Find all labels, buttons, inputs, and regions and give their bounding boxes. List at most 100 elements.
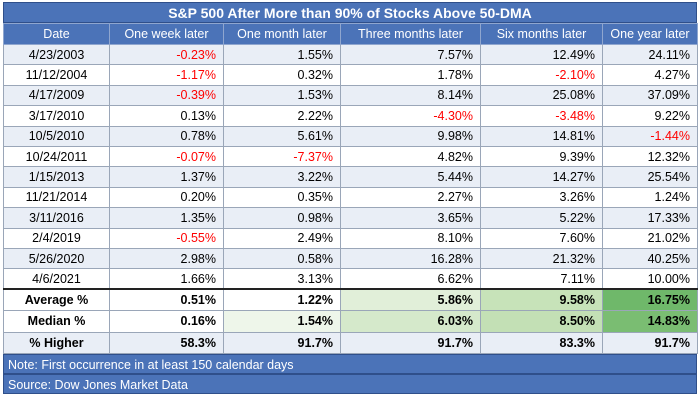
market-table-card: S&P 500 After More than 90% of Stocks Ab… [3, 2, 698, 395]
return-cell: 14.81% [480, 125, 603, 147]
return-cell: 1.66% [109, 268, 224, 290]
return-cell: 0.98% [223, 207, 341, 229]
return-cell: 8.10% [340, 227, 481, 249]
return-cell: 1.37% [109, 166, 224, 188]
return-cell: -0.55% [109, 227, 224, 249]
return-cell: 8.14% [340, 84, 481, 107]
return-cell: 0.78% [109, 125, 224, 147]
return-cell: 3.65% [340, 207, 481, 229]
return-cell: 0.58% [223, 247, 341, 270]
median-row: Median % 0.16% 1.54% 6.03% 8.50% 14.83% [3, 310, 698, 333]
summary-cell: 9.58% [480, 288, 603, 312]
summary-label: Average % [3, 288, 110, 312]
summary-label: Median % [3, 310, 110, 333]
return-cell: 0.35% [223, 186, 341, 209]
table-row: 10/5/2010 0.78% 5.61% 9.98% 14.81% -1.44% [3, 125, 698, 147]
return-cell: 0.13% [109, 105, 224, 127]
column-header-one-year: One year later [602, 23, 698, 45]
return-cell: -3.48% [480, 105, 603, 127]
summary-cell: 1.22% [223, 288, 341, 312]
header-row: Date One week later One month later Thre… [3, 23, 698, 45]
column-header-date: Date [3, 23, 110, 45]
summary-cell: 91.7% [223, 331, 341, 355]
return-cell: 9.22% [602, 105, 698, 127]
summary-cell: 6.03% [340, 310, 481, 333]
table-row: 4/23/2003 -0.23% 1.55% 7.57% 12.49% 24.11% [3, 43, 698, 66]
column-header-one-week: One week later [109, 23, 224, 45]
return-cell: -0.07% [109, 145, 224, 168]
return-cell: -1.44% [602, 125, 698, 147]
percent-higher-row: % Higher 58.3% 91.7% 91.7% 83.3% 91.7% [3, 331, 698, 355]
return-cell: 1.53% [223, 84, 341, 107]
return-cell: 5.61% [223, 125, 341, 147]
return-cell: 7.57% [340, 43, 481, 66]
return-cell: 14.27% [480, 166, 603, 188]
table-row: 11/21/2014 0.20% 0.35% 2.27% 3.26% 1.24% [3, 186, 698, 209]
date-cell: 4/17/2009 [3, 84, 110, 107]
return-cell: 1.55% [223, 43, 341, 66]
return-cell: 4.82% [340, 145, 481, 168]
table-row: 4/6/2021 1.66% 3.13% 6.62% 7.11% 10.00% [3, 268, 698, 290]
summary-cell: 0.16% [109, 310, 224, 333]
table-row: 3/17/2010 0.13% 2.22% -4.30% -3.48% 9.22% [3, 105, 698, 127]
return-cell: 25.54% [602, 166, 698, 188]
return-cell: 1.35% [109, 207, 224, 229]
table-row: 11/12/2004 -1.17% 0.32% 1.78% -2.10% 4.27% [3, 64, 698, 86]
return-cell: 3.22% [223, 166, 341, 188]
return-cell: 2.22% [223, 105, 341, 127]
return-cell: 7.11% [480, 268, 603, 290]
average-row: Average % 0.51% 1.22% 5.86% 9.58% 16.75% [3, 288, 698, 312]
return-cell: 21.02% [602, 227, 698, 249]
return-cell: 2.27% [340, 186, 481, 209]
return-cell: 2.98% [109, 247, 224, 270]
summary-cell: 58.3% [109, 331, 224, 355]
return-cell: -0.23% [109, 43, 224, 66]
return-cell: -1.17% [109, 64, 224, 86]
date-cell: 10/24/2011 [3, 145, 110, 168]
return-cell: 37.09% [602, 84, 698, 107]
summary-cell: 5.86% [340, 288, 481, 312]
summary-cell: 0.51% [109, 288, 224, 312]
source-line: Source: Dow Jones Market Data [3, 374, 697, 395]
return-cell: 3.13% [223, 268, 341, 290]
table-row: 3/11/2016 1.35% 0.98% 3.65% 5.22% 17.33% [3, 207, 698, 229]
return-cell: 2.49% [223, 227, 341, 249]
return-cell: 12.32% [602, 145, 698, 168]
summary-cell: 1.54% [223, 310, 341, 333]
date-cell: 2/4/2019 [3, 227, 110, 249]
return-cell: 1.24% [602, 186, 698, 209]
return-cell: 12.49% [480, 43, 603, 66]
return-cell: -0.39% [109, 84, 224, 107]
return-cell: 4.27% [602, 64, 698, 86]
footnote: Note: First occurrence in at least 150 c… [3, 354, 697, 375]
return-cell: -7.37% [223, 145, 341, 168]
table-row: 5/26/2020 2.98% 0.58% 16.28% 21.32% 40.25% [3, 247, 698, 270]
summary-cell: 8.50% [480, 310, 603, 333]
table-title: S&P 500 After More than 90% of Stocks Ab… [3, 2, 697, 23]
return-cell: 16.28% [340, 247, 481, 270]
return-cell: 1.78% [340, 64, 481, 86]
summary-cell: 83.3% [480, 331, 603, 355]
date-cell: 10/5/2010 [3, 125, 110, 147]
return-cell: 5.22% [480, 207, 603, 229]
summary-cell: 14.83% [602, 310, 698, 333]
return-cell: 17.33% [602, 207, 698, 229]
return-cell: 5.44% [340, 166, 481, 188]
column-header-six-months: Six months later [480, 23, 603, 45]
returns-table: Date One week later One month later Thre… [3, 23, 698, 355]
return-cell: 25.08% [480, 84, 603, 107]
return-cell: 9.98% [340, 125, 481, 147]
date-cell: 4/6/2021 [3, 268, 110, 290]
table-row: 1/15/2013 1.37% 3.22% 5.44% 14.27% 25.54% [3, 166, 698, 188]
return-cell: 0.32% [223, 64, 341, 86]
column-header-three-months: Three months later [340, 23, 481, 45]
date-cell: 4/23/2003 [3, 43, 110, 66]
table-row: 10/24/2011 -0.07% -7.37% 4.82% 9.39% 12.32% [3, 145, 698, 168]
return-cell: 9.39% [480, 145, 603, 168]
date-cell: 3/11/2016 [3, 207, 110, 229]
return-cell: 24.11% [602, 43, 698, 66]
column-header-one-month: One month later [223, 23, 341, 45]
return-cell: 40.25% [602, 247, 698, 270]
summary-cell: 91.7% [602, 331, 698, 355]
date-cell: 11/21/2014 [3, 186, 110, 209]
